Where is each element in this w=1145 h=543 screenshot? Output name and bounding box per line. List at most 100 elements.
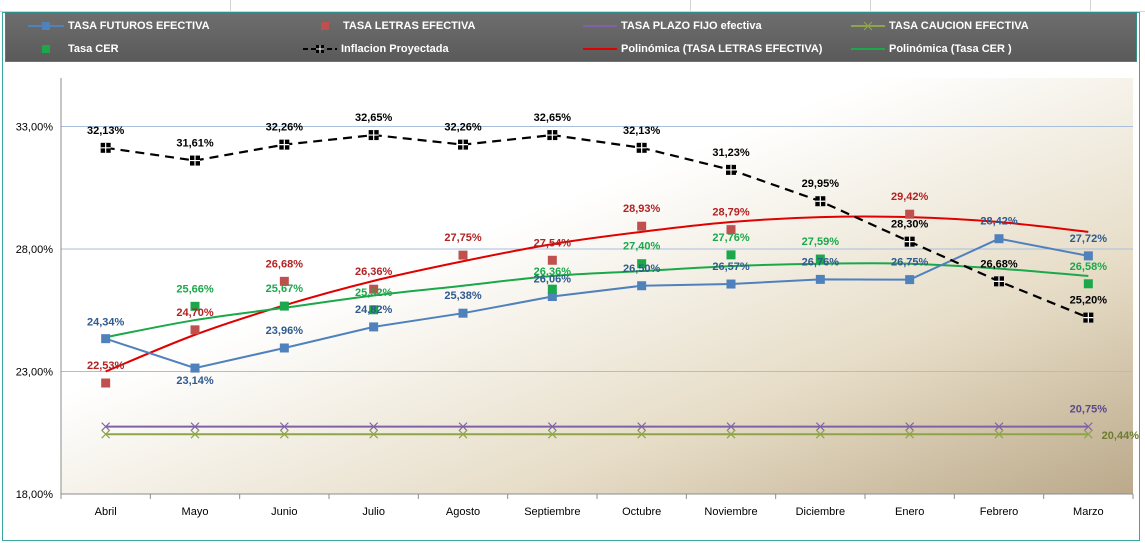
series-5-point-cross [368,130,379,141]
legend-item-poly-cer: Polinómica (Tasa CER ) [851,39,1012,59]
series-1-point [637,221,647,231]
series-1-point [547,255,557,265]
series-1-point [279,276,289,286]
data-label-series-5: 28,30% [891,219,929,231]
series-2-point [815,422,825,432]
series [100,130,1094,439]
data-label-series-4: 26,58% [1070,261,1108,273]
y-tick-label: 28,00% [16,244,54,256]
x-tick-label: Septiembre [524,506,580,518]
gridlines [61,126,1133,372]
series-4-point [369,305,379,315]
series-3-point [101,429,111,439]
series-0-point [547,292,557,302]
series-0-point [1083,251,1093,261]
legend: TASA FUTUROS EFECTIVA TASA LETRAS EFECTI… [5,12,1137,62]
series-2-point [994,422,1004,432]
data-label-series-4: 25,67% [266,283,304,295]
series-2-point [101,422,111,432]
data-label-series-0: 23,14% [176,375,214,387]
series-4-point [637,259,647,269]
series-3-point [637,429,647,439]
legend-marker-poly-letras [583,48,617,50]
data-label-series-5: 32,65% [355,112,393,124]
spreadsheet-cell-grid [0,0,1145,12]
data-label-series-0: 26,75% [891,257,929,269]
data-label-series-5: 32,13% [623,125,661,137]
data-label-series-0: 26,76% [802,256,840,268]
data-label-series-1: 26,68% [266,258,304,270]
series-0-point [101,334,111,344]
x-tick-label: Enero [895,506,924,518]
series-2-point [637,422,647,432]
legend-label-caucion: TASA CAUCION EFECTIVA [889,20,1029,32]
series-5-point-cross [547,130,558,141]
data-label-series-5: 32,65% [534,112,572,124]
x-tick-label: Agosto [446,506,480,518]
series-5-point-cross [636,142,647,153]
series-3-point [190,429,200,439]
x-tick-label: Junio [271,506,297,518]
legend-label-inflacion: Inflacion Proyectada [341,43,449,55]
series-1-point [369,284,379,294]
series-4-point [547,284,557,294]
series-3-point [369,429,379,439]
data-label-series-2: 20,75% [1070,404,1108,416]
series-4-point [815,254,825,264]
series-3-point [279,429,289,439]
y-tick-label: 33,00% [16,122,54,134]
series-3-point [994,429,1004,439]
data-label-series-0: 27,72% [1070,233,1108,245]
data-label-series-1: 27,54% [534,237,572,249]
x-tick-label: Noviembre [704,506,757,518]
data-label-series-5: 32,13% [87,125,125,137]
legend-marker-futuros [28,22,64,30]
legend-item-poly-letras: Polinómica (TASA LETRAS EFECTIVA) [583,39,822,59]
data-label-series-5: 32,26% [444,122,482,134]
series-2-point [547,422,557,432]
data-label-series-0: 26,50% [623,263,661,275]
legend-marker-poly-cer [851,48,885,50]
data-label-series-1: 29,42% [891,191,929,203]
y-tick-label: 23,00% [16,367,54,379]
data-label-series-0: 26,06% [534,274,572,286]
x-tick-label: Diciembre [796,506,846,518]
data-label-series-3: 20,44% [1102,430,1140,442]
legend-marker-cer [42,45,50,53]
series-5-point-cross [726,164,736,175]
series-3-point [905,429,915,439]
series-5-point-cross [994,276,1004,287]
series-1-point [101,378,111,388]
data-label-series-4: 25,52% [355,287,393,299]
series-0-point [458,308,468,318]
data-label-series-1: 26,36% [355,266,393,278]
legend-marker-caucion [851,21,885,31]
axes: 18,00% 23,00% 28,00% 33,00% Abril Mayo Junio Ju… [16,78,1134,518]
series-5-point-cross [1083,312,1094,323]
series-5-point-cross [279,139,290,150]
data-label-series-0: 26,57% [712,261,750,273]
series-4-point [1083,279,1093,289]
series-0-point [905,275,915,285]
data-label-series-4: 27,40% [623,241,661,253]
legend-marker-plazo-fijo [583,25,617,27]
series-5-point-cross [100,142,111,153]
data-label-series-0: 24,34% [87,317,125,329]
x-tick-label: Febrero [980,506,1019,518]
series-2-point [279,422,289,432]
series-0-point [994,234,1004,244]
series-line-5 [105,133,1089,319]
data-label-series-5: 32,26% [266,122,304,134]
data-label-series-0: 25,38% [444,290,482,302]
series-1-point [458,250,468,260]
series-4-point [726,250,736,260]
legend-item-futuros: TASA FUTUROS EFECTIVA [28,16,210,36]
trendline-7 [105,262,1089,339]
series-0-point [369,322,379,332]
series-4-point [279,301,289,311]
data-label-series-1: 28,93% [623,203,661,215]
x-tick-label: Octubre [622,506,661,518]
legend-label-poly-letras: Polinómica (TASA LETRAS EFECTIVA) [621,43,823,55]
data-label-series-4: 27,59% [802,236,840,248]
series-5-point-cross [458,139,468,150]
